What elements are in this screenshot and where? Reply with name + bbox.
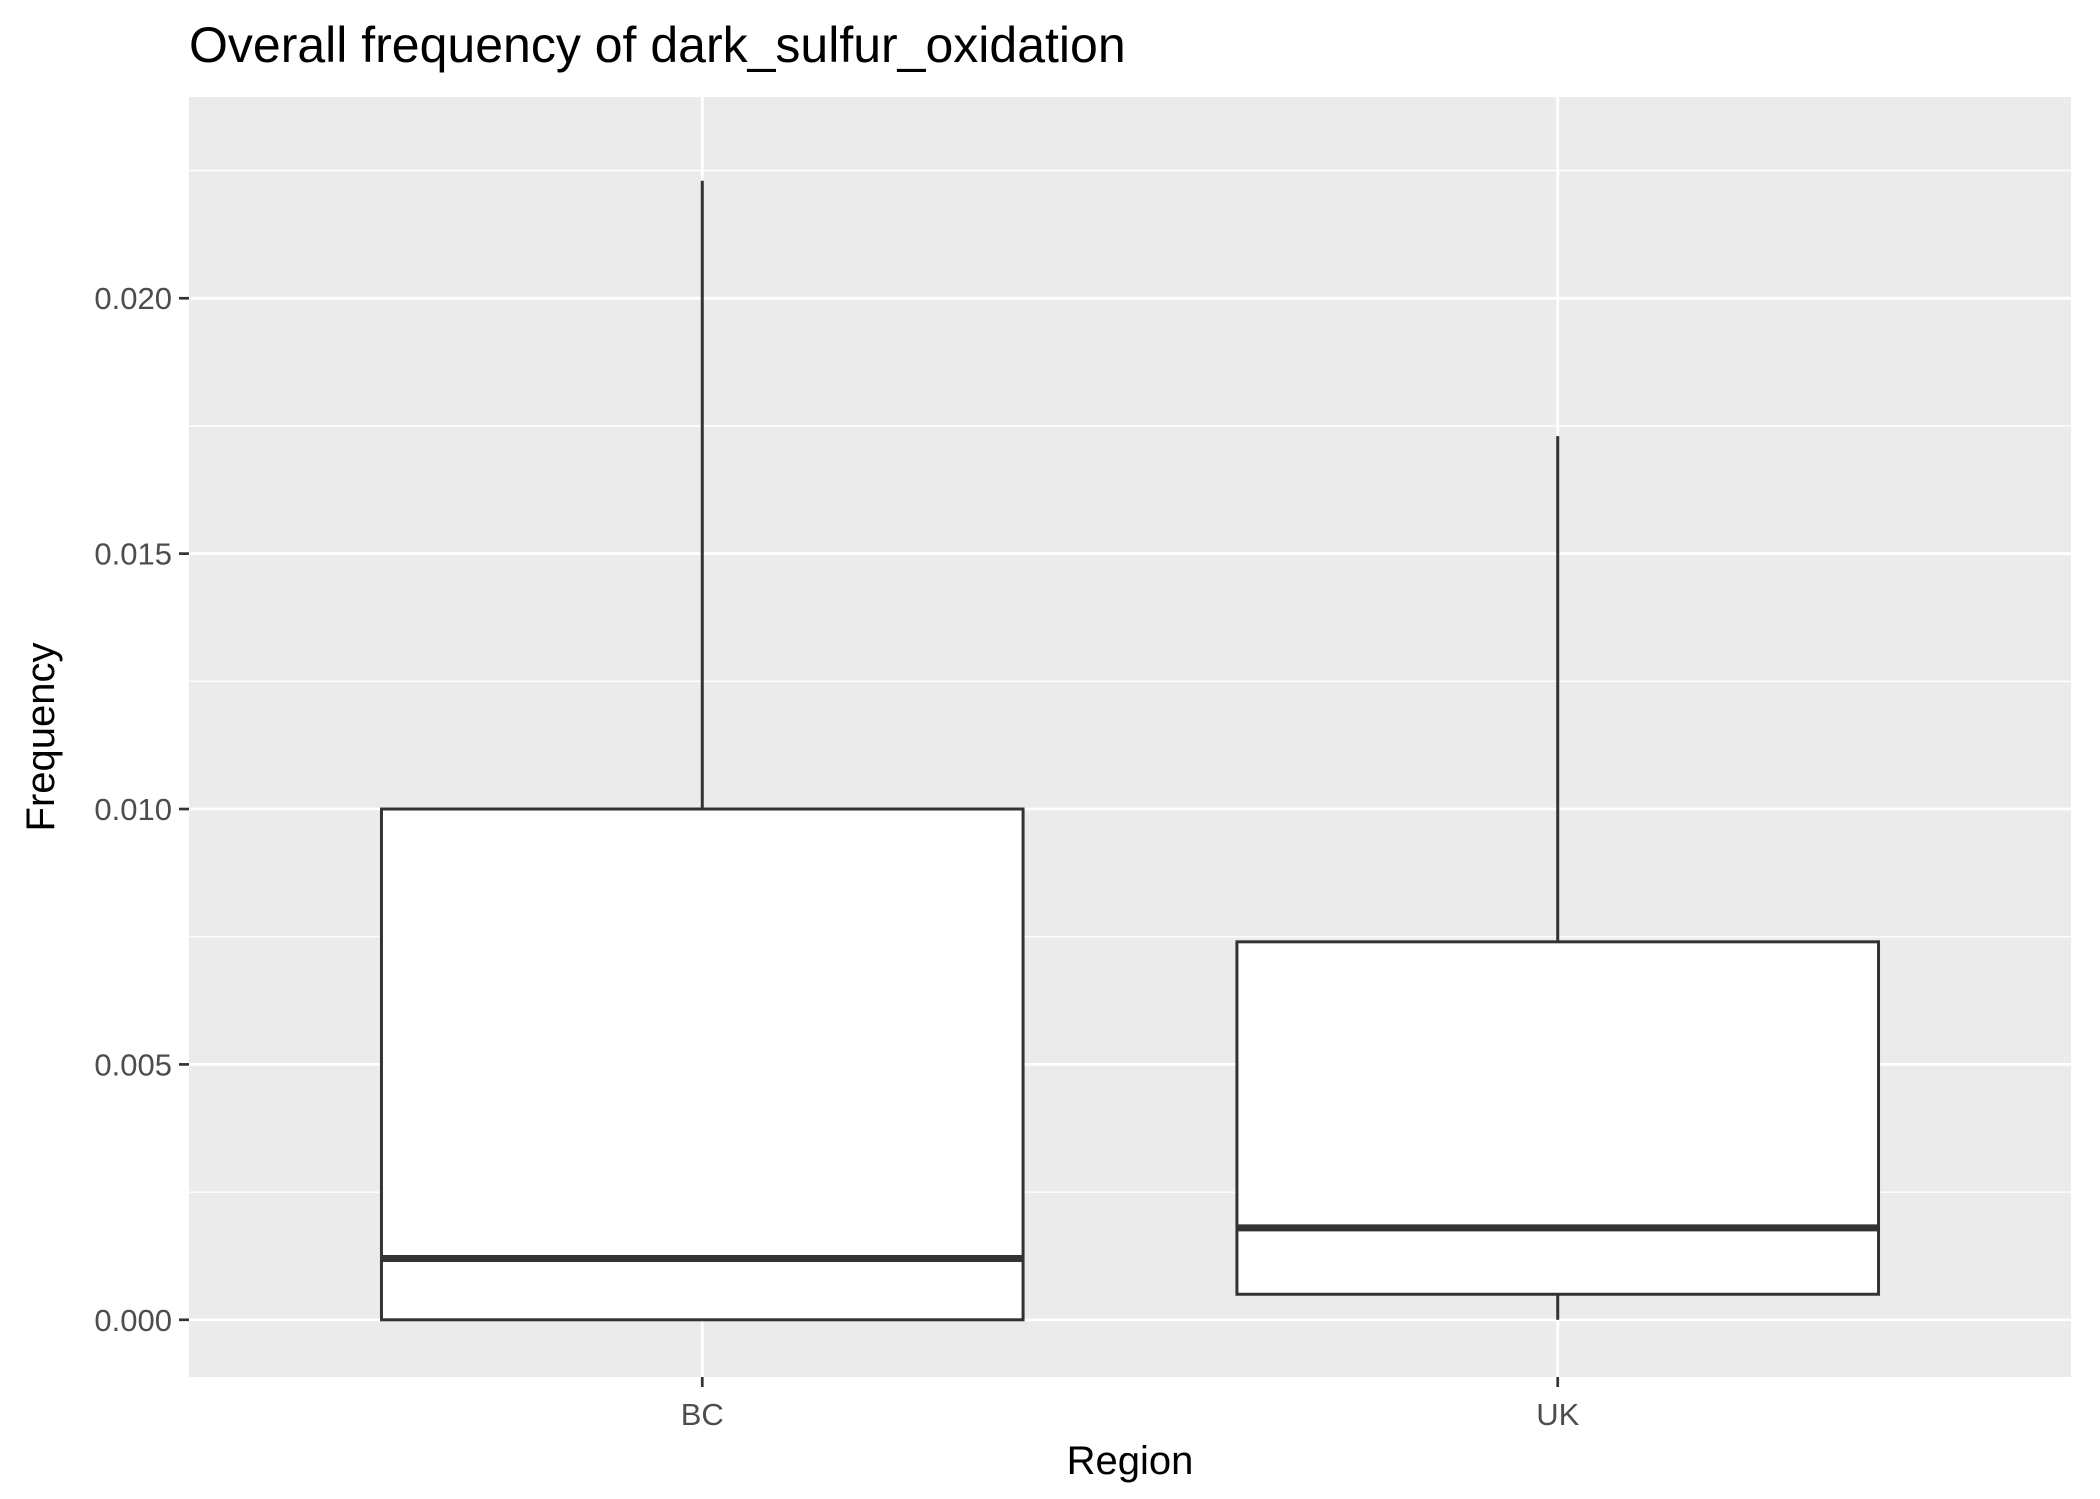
box-body-BC: [379, 807, 1025, 1322]
box-body-UK: [1235, 940, 1881, 1296]
boxes: [379, 180, 1881, 1322]
box-UK: [1235, 436, 1881, 1320]
y-tick-label-1: 0.005: [94, 1047, 172, 1082]
chart-title: Overall frequency of dark_sulfur_oxidati…: [189, 17, 1126, 73]
box-BC: [379, 180, 1025, 1322]
x-axis-title: Region: [1067, 1439, 1194, 1483]
y-tick-label-0: 0.000: [94, 1303, 172, 1338]
x-tick-label-BC: BC: [681, 1397, 724, 1432]
y-tick-label-4: 0.020: [94, 281, 172, 316]
y-axis: 0.000 0.005 0.010 0.015 0.020: [94, 281, 189, 1338]
y-axis-title: Frequency: [19, 643, 63, 832]
x-axis: BC UK: [681, 1377, 1580, 1432]
x-tick-label-UK: UK: [1536, 1397, 1579, 1432]
y-tick-label-3: 0.015: [94, 537, 172, 572]
y-tick-label-2: 0.010: [94, 792, 172, 827]
